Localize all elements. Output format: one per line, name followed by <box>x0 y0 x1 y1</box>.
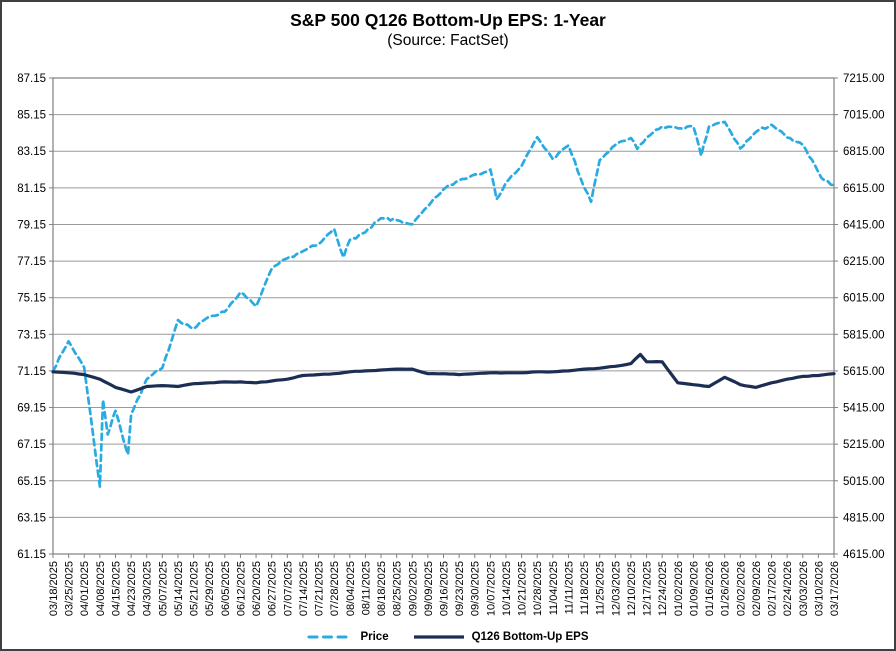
x-axis-label: 05/14/2025 <box>173 561 185 616</box>
legend-label-price: Price <box>360 631 389 643</box>
y-axis-label-right: 6615.00 <box>843 183 885 195</box>
y-axis-label-left: 85.15 <box>17 110 46 122</box>
y-axis-label-left: 81.15 <box>17 183 46 195</box>
x-axis-label: 09/16/2025 <box>439 561 451 616</box>
y-axis-label-left: 61.15 <box>17 549 46 561</box>
y-axis-label-right: 4615.00 <box>843 549 885 561</box>
x-axis-label: 12/24/2025 <box>657 561 669 616</box>
y-axis-label-right: 7215.00 <box>843 73 885 85</box>
x-axis-label: 03/18/2025 <box>48 561 60 616</box>
chart-legend: Price Q126 Bottom-Up EPS <box>2 631 894 643</box>
y-axis-label-right: 6215.00 <box>843 256 885 268</box>
x-axis-label: 03/25/2025 <box>64 561 76 616</box>
x-axis-label: 04/30/2025 <box>142 561 154 616</box>
x-axis-label: 02/24/2026 <box>782 561 794 616</box>
x-axis-label: 08/18/2025 <box>376 561 388 616</box>
x-axis-label: 09/23/2025 <box>454 561 466 616</box>
x-axis-label: 02/17/2026 <box>767 561 779 616</box>
x-axis-label: 06/27/2025 <box>267 561 279 616</box>
x-axis-label: 11/25/2025 <box>595 561 607 615</box>
y-axis-label-right: 6015.00 <box>843 293 885 305</box>
x-axis-label: 08/04/2025 <box>345 561 357 616</box>
x-axis-label: 04/15/2025 <box>110 561 122 616</box>
x-axis-label: 05/29/2025 <box>204 561 216 616</box>
y-axis-label-right: 4815.00 <box>843 512 885 524</box>
chart-subtitle: (Source: FactSet) <box>387 32 509 49</box>
x-axis-label: 03/10/2026 <box>813 561 825 616</box>
x-axis-label: 05/07/2025 <box>157 561 169 616</box>
legend-label-eps: Q126 Bottom-Up EPS <box>471 631 589 643</box>
y-axis-label-left: 65.15 <box>17 476 46 488</box>
x-axis-label: 01/26/2026 <box>720 561 732 616</box>
y-axis-label-right: 6415.00 <box>843 219 885 231</box>
x-axis-label: 06/20/2025 <box>251 561 263 616</box>
y-axis-label-right: 5615.00 <box>843 366 885 378</box>
x-axis-label: 08/25/2025 <box>392 561 404 616</box>
chart-header: S&P 500 Q126 Bottom-Up EPS: 1-Year (Sour… <box>2 9 894 51</box>
eps-line-swatch-icon <box>413 635 464 639</box>
y-axis-label-left: 71.15 <box>17 366 46 378</box>
legend-item-price: Price <box>307 631 389 643</box>
x-axis-label: 07/21/2025 <box>314 561 326 616</box>
chart-title: S&P 500 Q126 Bottom-Up EPS: 1-Year <box>290 10 606 30</box>
y-axis-label-right: 5215.00 <box>843 439 885 451</box>
x-axis-label: 03/17/2026 <box>829 561 841 616</box>
x-axis-label: 12/10/2025 <box>626 561 638 616</box>
x-axis-label: 11/18/2025 <box>579 561 591 615</box>
y-axis-label-left: 73.15 <box>17 329 46 341</box>
x-axis-label: 04/01/2025 <box>79 561 91 616</box>
price-line-swatch-icon <box>307 635 353 639</box>
plot-border <box>52 77 835 555</box>
y-axis-label-left: 63.15 <box>17 512 46 524</box>
x-axis-label: 04/23/2025 <box>126 561 138 616</box>
x-axis-label: 12/17/2025 <box>642 561 654 616</box>
x-axis-label: 04/08/2025 <box>95 561 107 616</box>
x-axis-label: 10/28/2025 <box>532 561 544 616</box>
y-axis-label-left: 67.15 <box>17 439 46 451</box>
x-axis-label: 05/21/2025 <box>189 561 201 616</box>
y-axis-label-right: 5015.00 <box>843 476 885 488</box>
x-axis-label: 02/09/2026 <box>751 561 763 616</box>
x-axis-label: 09/02/2025 <box>407 561 419 616</box>
x-axis-label: 06/05/2025 <box>220 561 232 616</box>
x-axis-label: 07/07/2025 <box>282 561 294 616</box>
y-axis-label-left: 83.15 <box>17 146 46 158</box>
y-axis-label-left: 77.15 <box>17 256 46 268</box>
x-axis-label: 01/02/2026 <box>673 561 685 616</box>
x-axis-label: 07/14/2025 <box>298 561 310 616</box>
x-axis-label: 01/09/2026 <box>688 561 700 616</box>
y-axis-label-right: 6815.00 <box>843 146 885 158</box>
x-axis-label: 10/07/2025 <box>485 561 497 616</box>
y-axis-label-right: 5815.00 <box>843 329 885 341</box>
x-axis-label: 09/09/2025 <box>423 561 435 616</box>
x-axis-label: 01/16/2026 <box>704 561 716 616</box>
x-axis-label: 03/03/2026 <box>798 561 810 616</box>
legend-item-eps: Q126 Bottom-Up EPS <box>413 631 589 643</box>
x-axis-label: 10/14/2025 <box>501 561 513 616</box>
price-series-line <box>51 120 836 488</box>
x-axis-label: 06/12/2025 <box>235 561 247 616</box>
y-axis-label-left: 75.15 <box>17 293 46 305</box>
y-axis-label-right: 5415.00 <box>843 403 885 415</box>
x-axis-label: 12/03/2025 <box>610 561 622 616</box>
y-axis-label-left: 69.15 <box>17 403 46 415</box>
y-axis-label-left: 79.15 <box>17 219 46 231</box>
x-axis-label: 02/02/2026 <box>735 561 747 616</box>
x-axis-label: 09/30/2025 <box>470 561 482 616</box>
y-axis-label-right: 7015.00 <box>843 110 885 122</box>
eps-series-line <box>51 352 836 394</box>
x-axis-label: 11/11/2025 <box>563 561 575 614</box>
x-axis-label: 10/21/2025 <box>517 561 529 616</box>
y-axis-label-left: 87.15 <box>17 73 46 85</box>
x-axis-label: 07/28/2025 <box>329 561 341 616</box>
x-axis-label: 11/04/2025 <box>548 561 560 615</box>
x-axis-label: 08/11/2025 <box>360 561 372 615</box>
